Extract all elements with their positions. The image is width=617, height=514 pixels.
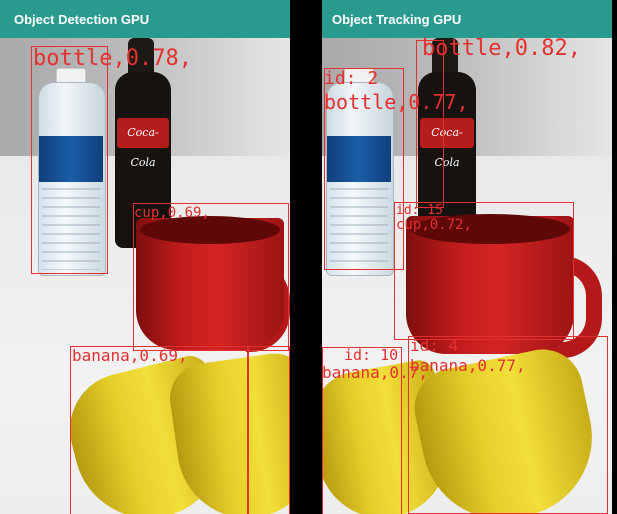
bbox-banana-label: banana,0.69, (72, 346, 188, 365)
red-mug-rim (410, 214, 570, 244)
coke-bottle-label: Coca-Cola (420, 118, 474, 169)
bbox-cup-label: cup,0.69, (134, 205, 210, 221)
track-id-label: id: 4 (410, 336, 459, 355)
water-bottle-label (327, 136, 391, 182)
bbox-bottle-label: bottle,0.78, (33, 46, 192, 71)
bbox-bottle (31, 46, 108, 274)
camera-view: Coca-Cola bottle,0.82, id: 2 bottle,0.77… (322, 38, 612, 514)
bbox-banana (70, 346, 248, 514)
water-bottle-ribs (330, 188, 388, 270)
bbox-banana-left (322, 347, 402, 514)
bbox-banana-left-label: banana,0.7, (322, 363, 428, 382)
bbox-water-track (324, 68, 404, 270)
bbox-cup-label: cup,0.72, (396, 217, 472, 233)
bbox-bottle-coke (416, 40, 444, 208)
track-id-label: id: 15 (396, 203, 443, 218)
panel-divider (290, 0, 322, 514)
bbox-banana-right-label: banana,0.77, (410, 356, 526, 375)
bbox-bottle-coke-label: bottle,0.82, (422, 36, 581, 61)
water-bottle-ribs (42, 188, 100, 270)
water-bottle-label (39, 136, 103, 182)
coke-bottle-neck (128, 38, 154, 78)
camera-view: Coca-Cola bottle,0.78, cup,0.69, banana,… (0, 38, 290, 514)
app-bar-title: Object Tracking GPU (322, 0, 612, 38)
detection-panel: Object Detection GPU Coca-Cola bottle,0.… (0, 0, 290, 514)
coke-bottle-neck (432, 38, 458, 78)
coke-bottle-label: Coca-Cola (117, 118, 169, 169)
bbox-bottle-water-label: bottle,0.77, (324, 90, 469, 114)
red-mug-rim (140, 216, 280, 244)
app-bar-title: Object Detection GPU (0, 0, 290, 38)
bbox-banana-secondary (248, 346, 290, 514)
tracking-panel: Object Tracking GPU Coca-Cola bottle,0.8… (322, 0, 612, 514)
bbox-cup (394, 202, 574, 340)
track-id-label: id: 10 (344, 346, 399, 364)
bbox-cup (133, 203, 289, 351)
track-id-label: id: 2 (324, 68, 379, 89)
